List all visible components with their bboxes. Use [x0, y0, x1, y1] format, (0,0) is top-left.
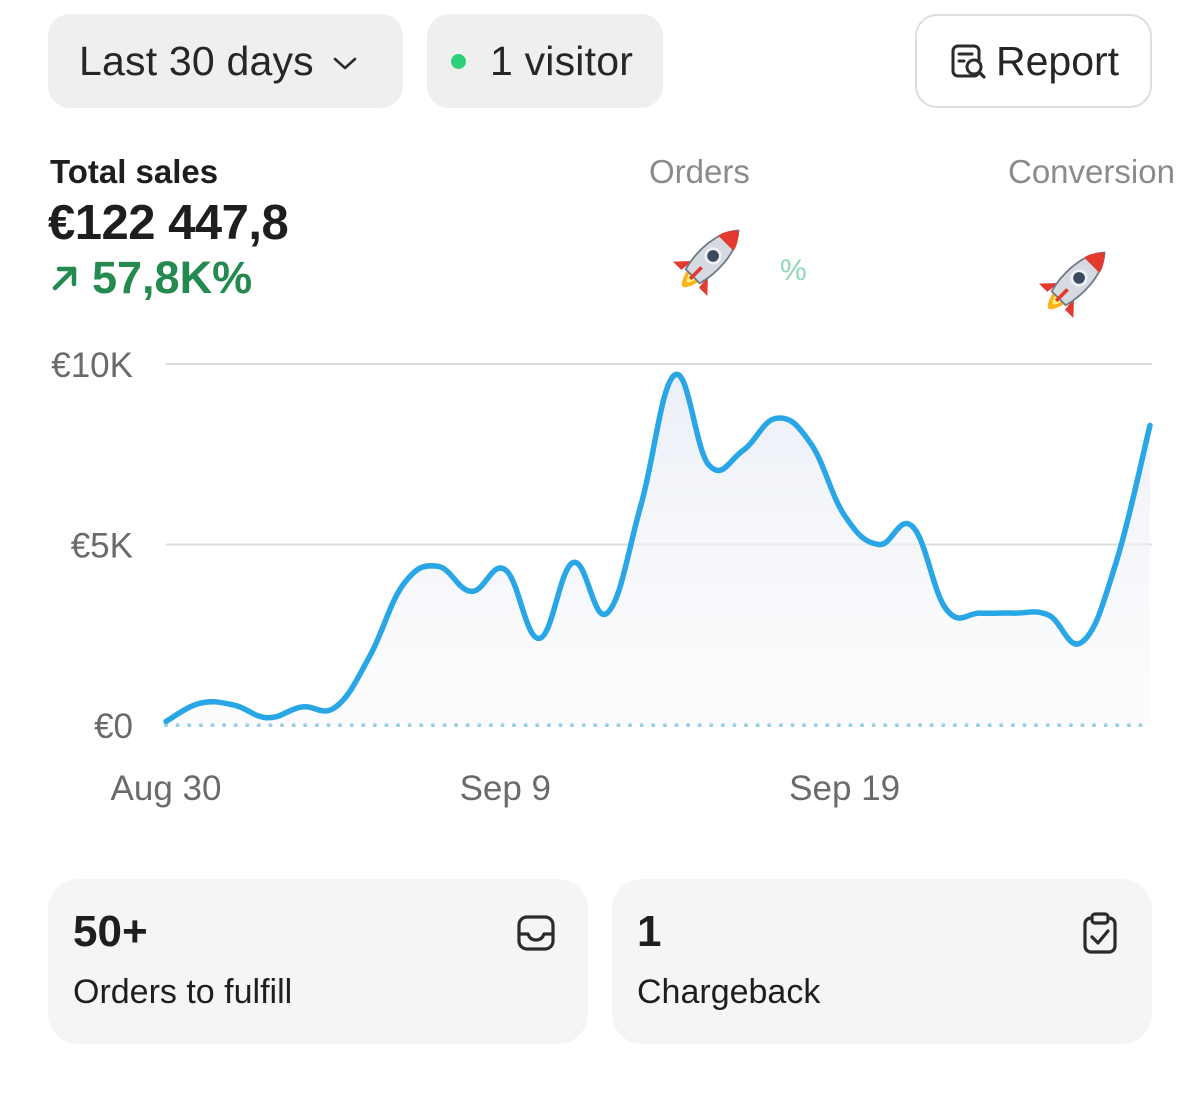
chargeback-count: 1: [637, 907, 662, 956]
total-sales-tab[interactable]: Total sales: [50, 153, 219, 190]
y-tick-label: €5K: [71, 527, 133, 566]
rocket-icon: [672, 229, 740, 297]
x-tick-label: Sep 9: [460, 769, 551, 808]
total-sales-change: 57,8K%: [50, 252, 252, 304]
x-tick-label: Sep 19: [789, 769, 900, 808]
date-range-label: Last 30 days: [79, 37, 314, 84]
chargeback-label: Chargeback: [637, 973, 821, 1011]
sales-series-line: [163, 372, 1153, 725]
arrow-up-right-icon: [52, 266, 77, 291]
report-label: Report: [996, 37, 1120, 84]
chargeback-card[interactable]: 1 Chargeback: [612, 879, 1152, 1044]
live-dot-icon: [451, 53, 466, 69]
clipboard-check-icon: [1083, 912, 1117, 954]
orders-to-fulfill-card[interactable]: 50+ Orders to fulfill: [48, 879, 588, 1044]
report-button[interactable]: Report: [915, 14, 1152, 108]
report-search-icon: [951, 44, 986, 79]
y-tick-label: €10K: [51, 346, 133, 385]
live-visitors-button[interactable]: 1 visitor: [427, 14, 663, 108]
visitors-label: 1 visitor: [490, 37, 634, 84]
orders-to-fulfill-label: Orders to fulfill: [73, 973, 293, 1011]
rocket-icon: [1038, 251, 1106, 319]
orders-tab[interactable]: Orders: [649, 153, 750, 190]
sales-area: [166, 374, 1150, 725]
orders-to-fulfill-count: 50+: [73, 907, 148, 956]
y-tick-label: €0: [94, 707, 133, 746]
sales-chart: €10K €5K €0 Aug 30 Sep 9 Sep 19: [51, 346, 1153, 808]
total-sales-value: €122 447,8: [48, 196, 289, 250]
total-sales-change-value: 57,8K%: [92, 252, 253, 303]
chevron-down-icon: [333, 57, 357, 70]
conversion-tab[interactable]: Conversion: [1008, 153, 1175, 190]
x-tick-label: Aug 30: [111, 769, 222, 808]
inbox-icon: [517, 915, 555, 951]
orders-change: %: [780, 254, 807, 287]
date-range-selector[interactable]: Last 30 days: [48, 14, 403, 108]
